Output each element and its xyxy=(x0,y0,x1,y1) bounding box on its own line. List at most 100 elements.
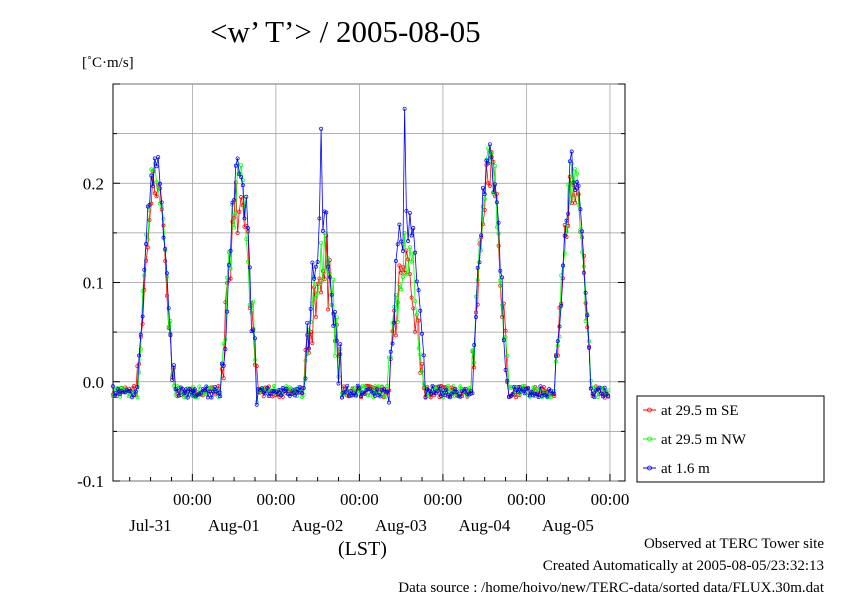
data-point xyxy=(447,395,452,400)
data-point xyxy=(439,394,444,399)
series-plot xyxy=(111,106,611,407)
data-point xyxy=(427,388,431,393)
data-point xyxy=(606,394,611,399)
data-point xyxy=(161,235,166,240)
data-point xyxy=(239,163,244,168)
data-point xyxy=(521,387,525,392)
data-point xyxy=(353,393,358,398)
data-point xyxy=(505,378,510,383)
data-point xyxy=(500,275,505,280)
data-point xyxy=(301,386,306,391)
data-point xyxy=(154,164,159,169)
data-point xyxy=(454,390,459,394)
data-point xyxy=(126,389,131,394)
data-point xyxy=(489,154,494,159)
data-point xyxy=(486,161,491,166)
data-point xyxy=(590,391,595,396)
data-point xyxy=(225,309,230,314)
data-point xyxy=(437,384,442,389)
data-point xyxy=(116,387,121,392)
data-point xyxy=(383,394,388,399)
y-axis: 0.2 0.1 0.0 -0.1 xyxy=(77,83,625,491)
data-point xyxy=(367,392,372,397)
data-point xyxy=(413,250,418,255)
data-point xyxy=(324,268,329,273)
data-point xyxy=(352,386,357,390)
data-point xyxy=(306,346,311,351)
data-point xyxy=(293,393,297,398)
data-point xyxy=(585,313,590,318)
data-point xyxy=(270,389,275,394)
data-point xyxy=(472,360,477,365)
data-point xyxy=(505,354,510,358)
data-point xyxy=(587,345,592,350)
data-point xyxy=(482,197,487,201)
data-point xyxy=(327,275,332,279)
x-tick-time-label: 00:00 xyxy=(591,490,630,509)
data-point xyxy=(470,391,475,396)
x-tick-date-label: Aug-03 xyxy=(375,516,427,535)
data-point xyxy=(406,257,411,262)
data-point xyxy=(221,363,226,368)
data-point xyxy=(378,394,383,399)
data-point xyxy=(353,388,358,393)
data-point xyxy=(421,353,426,358)
data-point xyxy=(319,240,324,245)
data-point xyxy=(232,215,237,220)
data-point xyxy=(564,218,569,223)
data-point xyxy=(319,290,324,295)
data-point xyxy=(597,385,602,390)
data-point xyxy=(177,393,182,398)
data-point xyxy=(284,384,289,389)
data-point xyxy=(385,383,390,388)
data-point xyxy=(559,303,564,308)
data-point xyxy=(496,220,501,225)
data-point xyxy=(249,329,254,334)
data-point xyxy=(199,390,203,395)
data-point xyxy=(251,299,256,304)
data-point xyxy=(149,173,154,178)
data-point xyxy=(463,386,468,391)
data-point xyxy=(571,180,576,185)
data-point xyxy=(218,394,223,399)
data-point xyxy=(493,164,498,169)
data-point xyxy=(480,204,485,209)
x-tick-time-label: 00:00 xyxy=(257,490,296,509)
data-point xyxy=(319,126,324,131)
data-point xyxy=(348,389,353,394)
data-point xyxy=(409,295,414,300)
data-point xyxy=(491,190,496,195)
data-point xyxy=(517,385,522,389)
data-point xyxy=(166,306,171,311)
data-point xyxy=(315,291,320,296)
data-point xyxy=(521,383,525,388)
data-point xyxy=(138,347,143,352)
data-point xyxy=(571,196,576,201)
data-point xyxy=(317,280,322,285)
data-point xyxy=(385,389,390,394)
data-point xyxy=(493,182,498,187)
data-point xyxy=(606,388,611,393)
data-point xyxy=(390,341,395,346)
data-point xyxy=(402,106,407,111)
data-point xyxy=(154,180,159,185)
data-point xyxy=(239,175,244,180)
data-point xyxy=(487,142,492,147)
data-point xyxy=(336,381,341,386)
data-point xyxy=(204,384,209,389)
data-point xyxy=(418,352,423,357)
legend-marker xyxy=(647,407,652,413)
data-point xyxy=(456,394,461,399)
legend-marker xyxy=(647,465,652,471)
data-point xyxy=(397,263,402,268)
data-point xyxy=(209,395,214,400)
data-point xyxy=(133,389,138,394)
data-point xyxy=(416,288,421,293)
data-point xyxy=(548,388,553,393)
data-point xyxy=(223,347,228,352)
data-point xyxy=(573,167,578,172)
data-point xyxy=(393,293,398,298)
data-point xyxy=(190,393,195,398)
data-point xyxy=(202,388,207,393)
